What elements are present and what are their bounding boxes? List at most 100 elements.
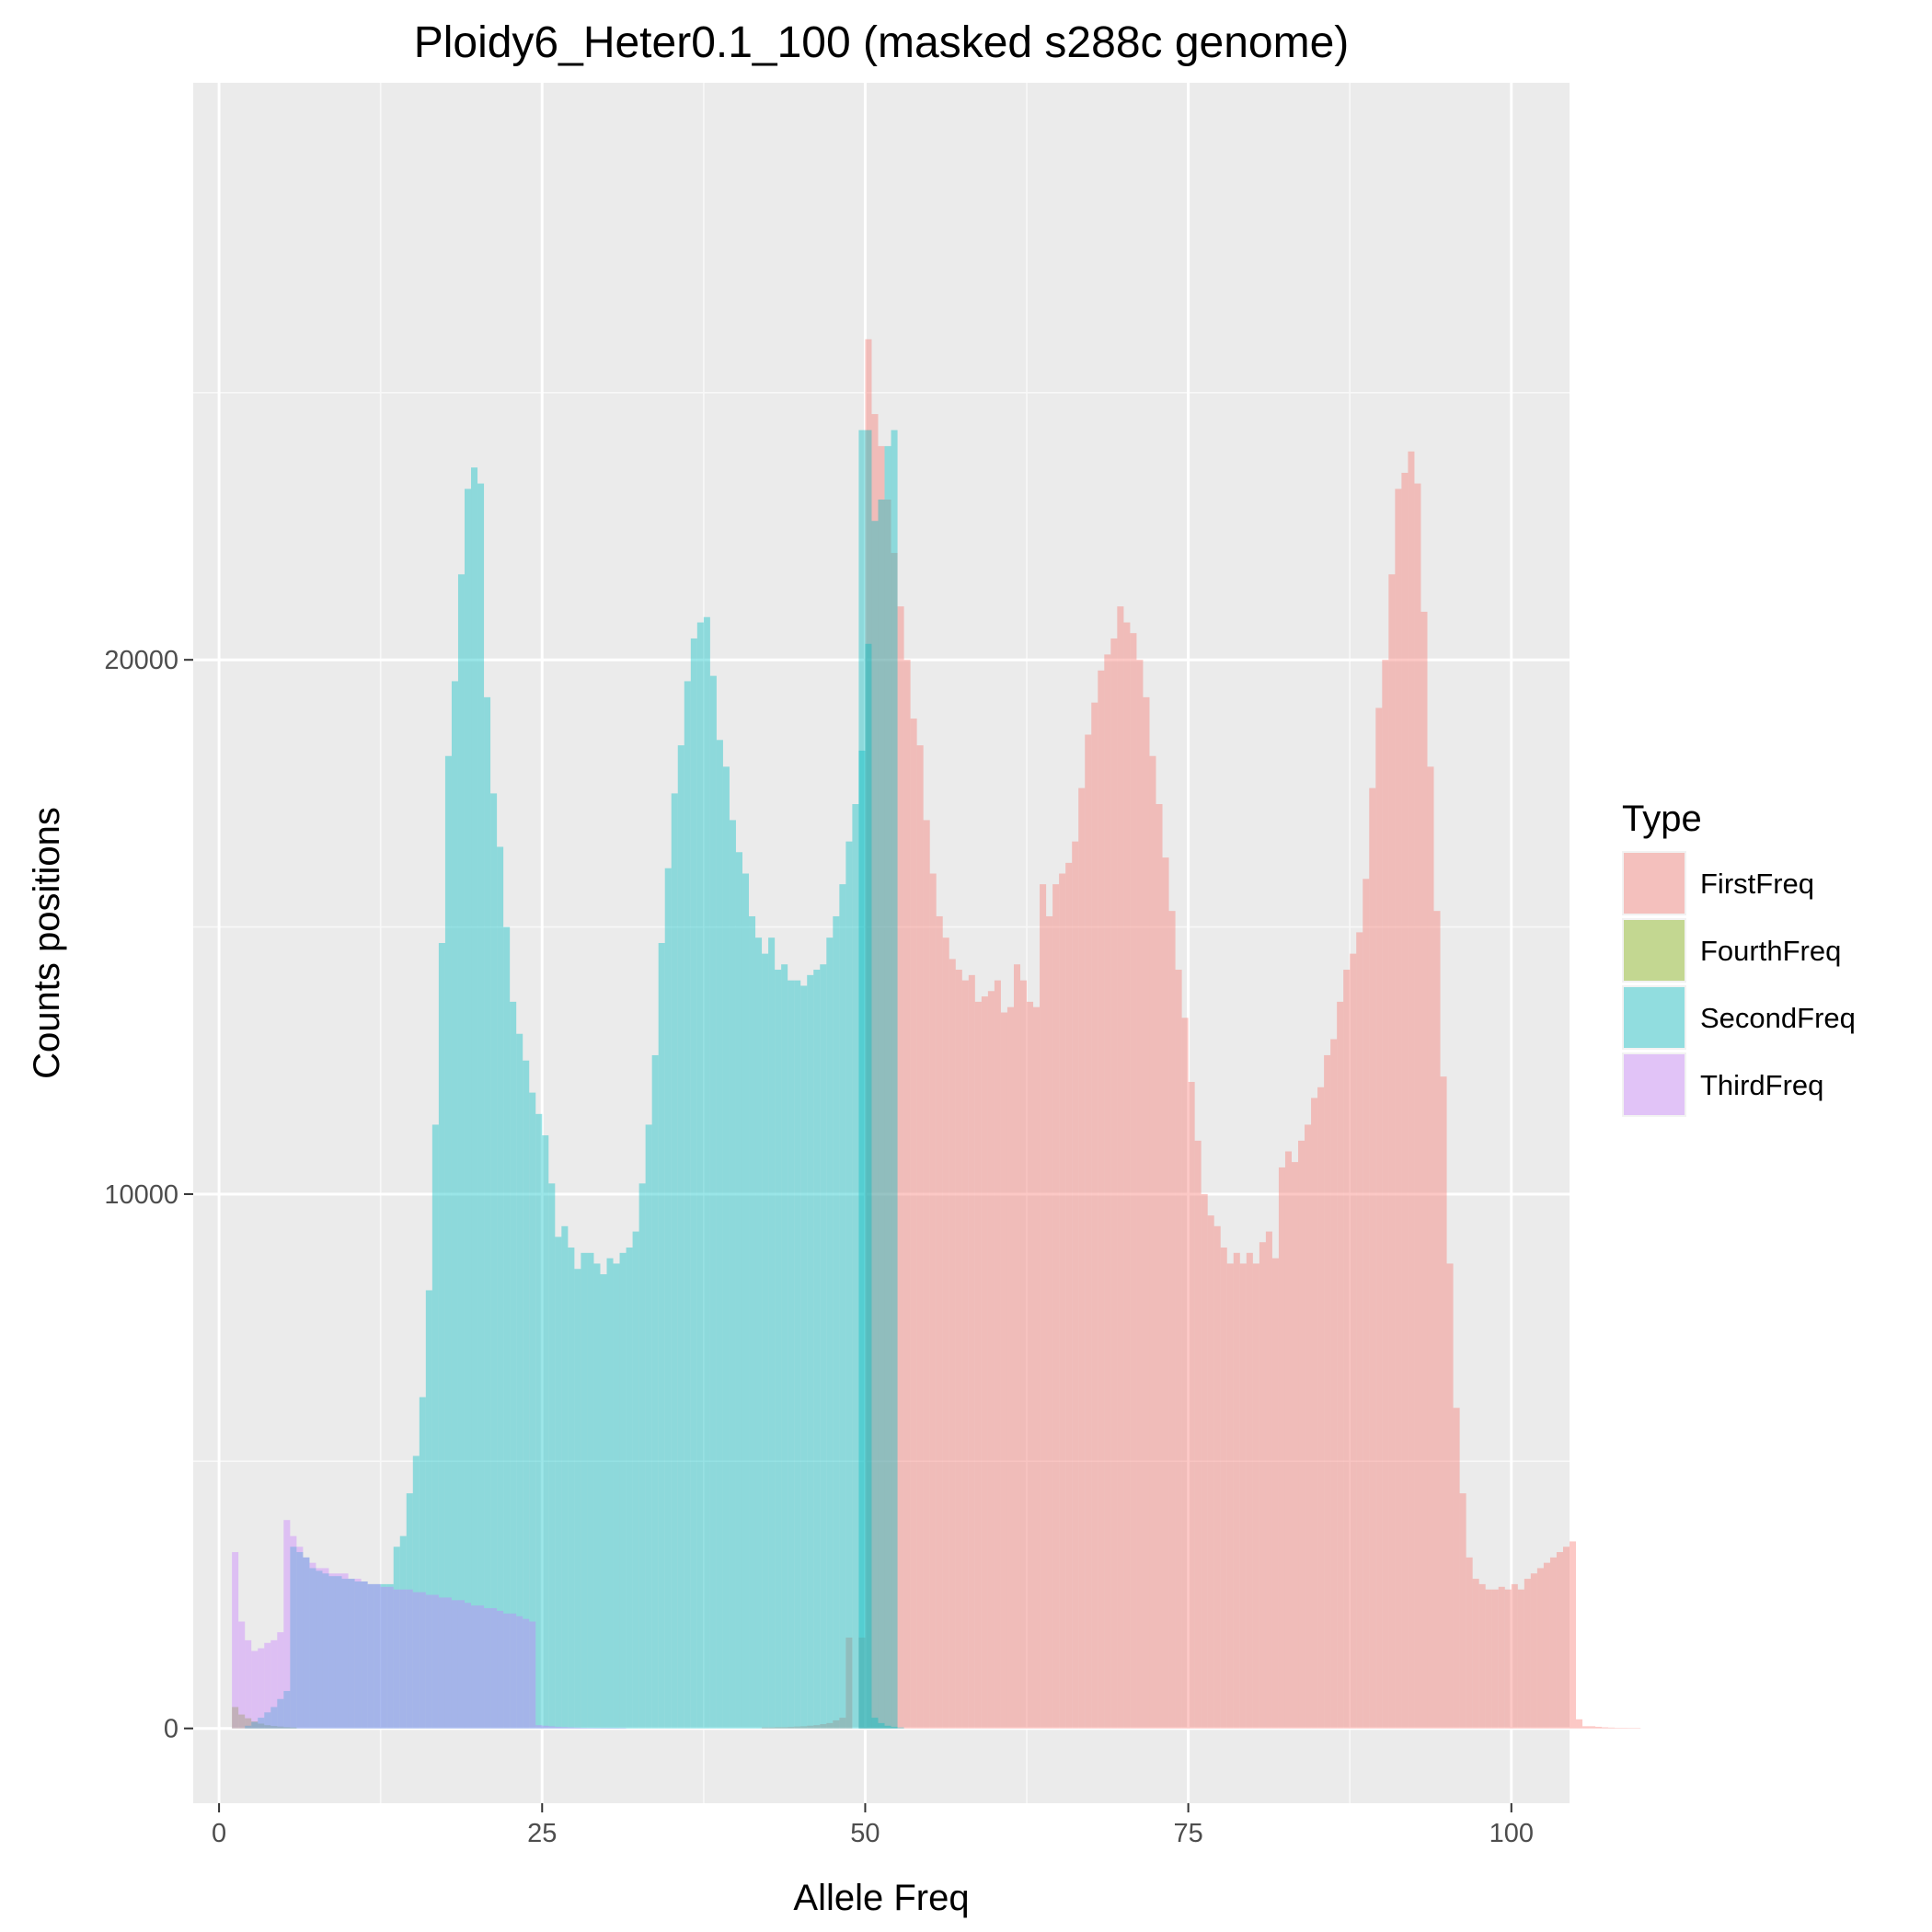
bar — [361, 1581, 368, 1729]
bar — [1130, 633, 1137, 1729]
bar — [264, 1712, 271, 1729]
bar — [1582, 1726, 1590, 1729]
bar — [322, 1573, 329, 1729]
bar — [593, 1263, 601, 1729]
legend-key-bg — [1622, 918, 1686, 983]
bar — [651, 1054, 659, 1729]
bar — [897, 606, 904, 1729]
bar — [826, 1722, 834, 1729]
bar — [1207, 1215, 1214, 1729]
bar — [251, 1650, 259, 1729]
bar — [1246, 1252, 1253, 1729]
bar — [316, 1568, 323, 1729]
bar — [568, 1727, 575, 1729]
bar — [1337, 1001, 1344, 1729]
bar — [380, 1583, 387, 1729]
bar — [858, 430, 866, 1729]
bar — [581, 1252, 588, 1729]
bar — [1556, 1552, 1563, 1729]
bar — [839, 1718, 846, 1729]
bar — [1433, 911, 1441, 1729]
bar — [542, 1135, 549, 1729]
bar — [431, 1124, 439, 1729]
bar — [431, 1594, 439, 1729]
bar — [742, 873, 750, 1729]
bar — [1201, 1193, 1208, 1729]
legend-label-FirstFreq: FirstFreq — [1700, 868, 1814, 900]
bar — [800, 985, 808, 1729]
bar — [419, 1592, 426, 1729]
bar — [1472, 1579, 1479, 1729]
bar — [1311, 1098, 1318, 1729]
bar — [891, 430, 898, 1729]
bar — [251, 1721, 259, 1729]
bar — [1149, 755, 1156, 1729]
bar — [1117, 606, 1124, 1729]
bar — [1440, 1076, 1447, 1729]
bar — [884, 445, 891, 1729]
bar — [238, 1714, 246, 1729]
bar — [903, 660, 911, 1729]
bar — [878, 499, 885, 1729]
bar — [309, 1562, 316, 1729]
bar — [1382, 660, 1389, 1729]
bar — [258, 1723, 265, 1729]
bar — [961, 980, 969, 1729]
bar — [1562, 1547, 1570, 1729]
bar — [232, 1707, 239, 1729]
bar — [1491, 1589, 1499, 1729]
bar — [1175, 970, 1182, 1729]
bar — [1401, 472, 1409, 1729]
bar — [548, 1183, 556, 1729]
bar — [936, 915, 943, 1729]
bar — [348, 1579, 355, 1729]
bar — [444, 755, 452, 1729]
bar — [283, 1691, 291, 1729]
legend-label-FourthFreq: FourthFreq — [1700, 935, 1841, 967]
bar — [865, 643, 872, 1729]
bar — [1233, 1252, 1240, 1729]
bar — [1504, 1589, 1512, 1729]
bar — [1000, 1012, 1007, 1729]
bar — [523, 1618, 530, 1729]
bar — [283, 1727, 291, 1729]
bar — [477, 483, 485, 1729]
bar — [1027, 1001, 1034, 1729]
bar — [878, 445, 885, 1729]
bar — [1478, 1583, 1486, 1729]
bar — [1239, 1263, 1247, 1729]
bar — [471, 1605, 478, 1729]
bar — [619, 1252, 627, 1729]
bar — [296, 1552, 304, 1729]
bar — [412, 1592, 420, 1729]
y-axis: 0 10000 20000 — [104, 646, 193, 1744]
bar — [1498, 1586, 1505, 1729]
y-tick-label: 10000 — [104, 1180, 178, 1210]
bar — [768, 937, 776, 1729]
bar — [1013, 964, 1021, 1729]
bar — [1602, 1727, 1609, 1729]
bar — [503, 1613, 511, 1729]
bar — [600, 1728, 607, 1729]
minor-gridlines — [193, 83, 1570, 1803]
bar — [1446, 1263, 1454, 1729]
bar — [820, 964, 827, 1729]
bar — [386, 1586, 394, 1729]
bar — [348, 1579, 355, 1729]
bar — [1162, 857, 1169, 1729]
bar — [587, 1252, 594, 1729]
bar — [987, 991, 995, 1729]
legend-swatch-FourthFreq — [1624, 920, 1685, 981]
bar — [1420, 611, 1428, 1729]
bar — [367, 1583, 374, 1729]
bar — [833, 915, 840, 1729]
x-tick-label: 100 — [1489, 1819, 1534, 1848]
bar — [1543, 1562, 1550, 1729]
bar — [858, 1637, 866, 1729]
bar — [529, 1621, 536, 1729]
bar — [923, 820, 930, 1729]
bar — [865, 430, 872, 1729]
bar — [490, 1608, 498, 1729]
bar — [794, 980, 801, 1729]
